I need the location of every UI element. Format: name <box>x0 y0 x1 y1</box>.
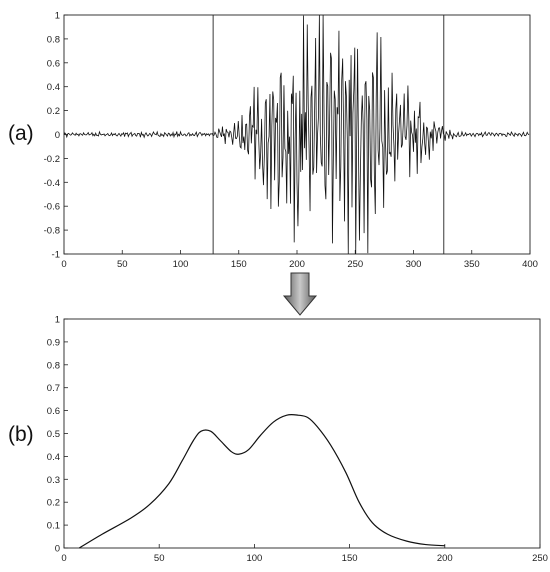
chart-a-x-tick-label: 300 <box>406 259 422 270</box>
chart-b-x-tick-label: 150 <box>342 553 358 564</box>
chart-a-x-tick-label: 250 <box>347 259 363 270</box>
chart-a-y-tick-label: 0.8 <box>47 34 60 45</box>
chart-a-y-tick-label: -0.6 <box>44 202 60 213</box>
chart-b-density-line <box>78 413 445 549</box>
chart-b-x-tick-label: 0 <box>61 553 66 564</box>
chart-b-y-tick-label: 0.8 <box>47 360 60 371</box>
chart-a-y-tick-label: 0.6 <box>47 58 60 69</box>
chart-a-x-tick-label: 350 <box>464 259 480 270</box>
chart-a-y-tick-label: -0.4 <box>44 178 60 189</box>
chart-b-y-tick-label: 0.6 <box>47 406 60 417</box>
chart-b-axes-frame <box>63 318 541 549</box>
panel-label-b: (b) <box>8 423 34 446</box>
chart-a-y-tick-label: -0.8 <box>44 226 60 237</box>
chart-a-y-tick-label: 0.2 <box>47 106 60 117</box>
chart-a-x-tick-label: 0 <box>61 259 66 270</box>
chart-a-y-tick-label: -1 <box>52 250 60 261</box>
chart-a-y-tick-label: 0.4 <box>47 82 60 93</box>
chart-a-x-tick-label: 200 <box>289 259 305 270</box>
chart-b-y-tick-label: 0.4 <box>47 452 60 463</box>
chart-b-y-tick-label: 0 <box>55 544 60 555</box>
chart-b-y-tick-label: 0.5 <box>47 429 60 440</box>
chart-b-x-tick-label: 50 <box>154 553 165 564</box>
chart-a-x-tick-label: 100 <box>173 259 189 270</box>
chart-b-x-tick-label: 250 <box>532 553 548 564</box>
panel-label-a: (a) <box>8 122 34 145</box>
chart-b-y-tick-label: 0.7 <box>47 383 60 394</box>
chart-b-x-tick-label: 100 <box>246 553 262 564</box>
chart-a: 0 50 100 150 200 250 300 350 400 -1 -0.8 -0.6 -0.4 -0… <box>44 11 538 271</box>
chart-a-x-tick-label: 150 <box>231 259 247 270</box>
chart-b-x-tick-label: 200 <box>437 553 453 564</box>
chart-b-y-tick-label: 0.2 <box>47 498 60 509</box>
down-arrow-icon <box>282 272 318 316</box>
chart-b-y-tick-label: 0.3 <box>47 475 60 486</box>
chart-a-signal-line <box>63 14 530 255</box>
chart-b-y-tick-label: 0.9 <box>47 337 60 348</box>
chart-b-y-tick-label: 0.1 <box>47 521 60 532</box>
chart-a-y-tick-label: 0 <box>55 130 60 141</box>
chart-a-y-tick-label: 1 <box>55 11 60 22</box>
chart-b: 0 50 100 150 200 250 0 0.1 0.2 0.3 0.4 0.5 0.6 0.7 0.8… <box>47 315 548 565</box>
chart-b-y-tick-label: 1 <box>55 315 60 326</box>
chart-a-x-tick-label: 400 <box>522 259 538 270</box>
chart-a-y-tick-label: -0.2 <box>44 154 60 165</box>
chart-a-x-tick-label: 50 <box>117 259 128 270</box>
